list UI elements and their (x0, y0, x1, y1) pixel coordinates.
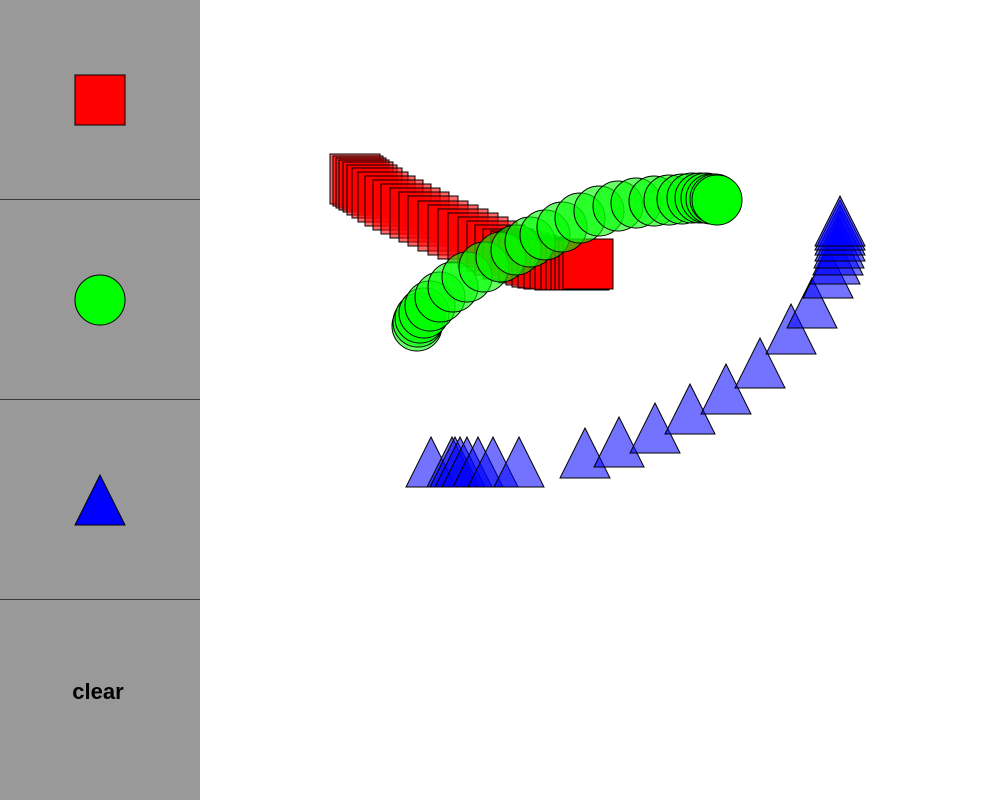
drawn-triangle (765, 302, 817, 355)
drawn-triangle (700, 362, 752, 415)
drawn-triangle (786, 276, 838, 329)
circle-tool-button[interactable] (0, 200, 200, 400)
triangle-tool-button[interactable] (0, 400, 200, 600)
circle-icon (74, 274, 126, 326)
square-icon (74, 74, 126, 126)
clear-label: clear (72, 679, 124, 704)
shape-toolbar: clear (0, 0, 200, 800)
clear-button[interactable]: clear (0, 600, 200, 800)
square-tool-button[interactable] (0, 0, 200, 200)
drawing-canvas[interactable] (201, 0, 1000, 800)
drawn-triangle (664, 382, 716, 435)
drawn-triangle (814, 194, 866, 247)
drawn-circle (691, 174, 743, 226)
drawn-triangle (593, 415, 645, 468)
triangle-icon (74, 473, 126, 526)
drawn-triangle (493, 435, 545, 488)
drawn-triangle (734, 336, 786, 389)
